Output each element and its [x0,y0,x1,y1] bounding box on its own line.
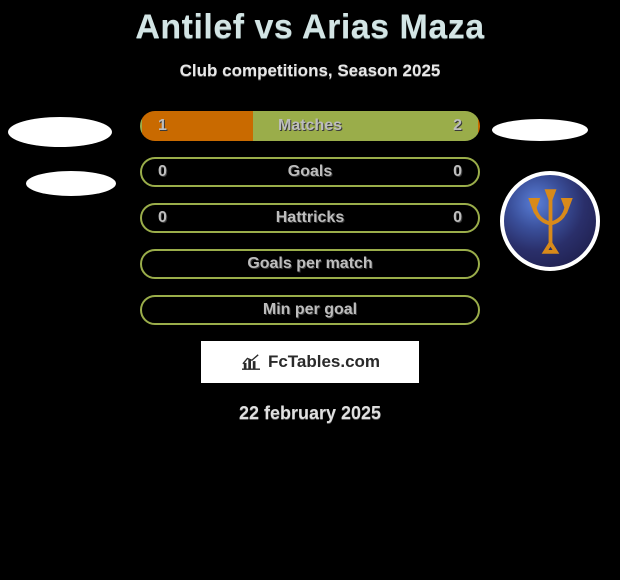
team-right-logo [500,171,600,271]
date: 22 february 2025 [0,403,620,424]
stat-row: Goals per match [140,249,480,279]
stat-row: 1 Matches 2 [140,111,480,141]
stat-row: 0 Goals 0 [140,157,480,187]
chart-icon [240,353,262,371]
stat-label: Goals [288,163,332,181]
stat-rows: 1 Matches 2 0 Goals 0 0 Hattricks 0 Goals per mat… [140,111,480,325]
stat-right-value: 0 [453,163,462,181]
stat-row: Min per goal [140,295,480,325]
stat-label: Goals per match [247,255,372,273]
stat-left-value: 0 [158,209,167,227]
page-title: Antilef vs Arias Maza [0,8,620,47]
stat-label: Min per goal [263,301,357,319]
player-left-photo-placeholder [8,117,112,147]
subtitle: Club competitions, Season 2025 [0,61,620,81]
stat-row: 0 Hattricks 0 [140,203,480,233]
player-right-photo-placeholder [492,119,588,141]
team-left-logo-placeholder [26,171,116,196]
stat-right-value: 2 [453,117,462,135]
stat-left-value: 0 [158,163,167,181]
stat-right-value: 0 [453,209,462,227]
stat-label: Hattricks [276,209,344,227]
watermark: FcTables.com [201,341,419,383]
stats-area: 1 Matches 2 0 Goals 0 0 Hattricks 0 Goals per mat… [0,111,620,424]
stat-label: Matches [278,117,342,135]
stat-left-value: 1 [158,117,167,135]
trident-icon [523,189,578,254]
watermark-text: FcTables.com [268,352,380,372]
